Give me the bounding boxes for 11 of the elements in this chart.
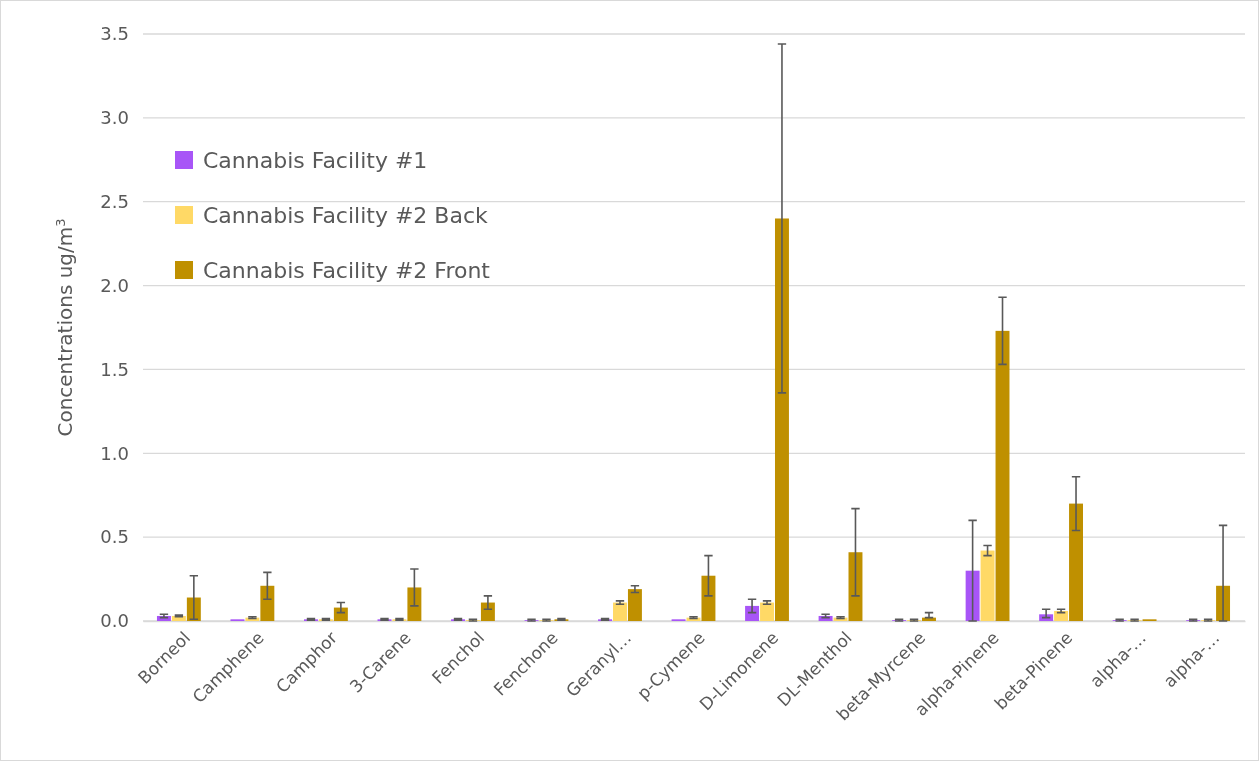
y-tick-label: 3.0 (100, 107, 129, 129)
legend-label: Cannabis Facility #1 (203, 147, 428, 173)
legend-label: Cannabis Facility #2 Back (203, 202, 489, 228)
y-tick-label: 2.5 (100, 190, 129, 212)
y-tick-label: 1.0 (100, 442, 129, 464)
y-tick-label: 1.5 (100, 358, 129, 380)
y-tick-label: 0.0 (100, 610, 129, 632)
y-tick-label: 2.0 (100, 274, 129, 296)
y-tick-label: 0.5 (100, 526, 129, 548)
y-tick-label: 3.5 (100, 23, 129, 45)
legend-label: Cannabis Facility #2 Front (203, 257, 491, 283)
